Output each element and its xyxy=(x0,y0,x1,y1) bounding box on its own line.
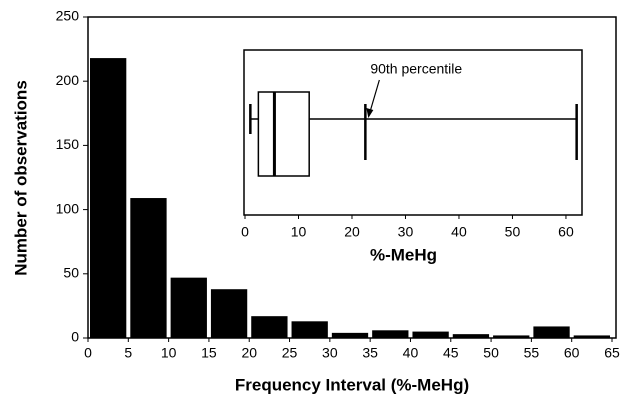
x-tick-label: 50 xyxy=(483,345,499,361)
bar xyxy=(331,332,369,338)
x-tick-label: 50 xyxy=(505,224,521,240)
bar xyxy=(210,289,248,338)
bar xyxy=(90,58,127,338)
x-tick-label: 40 xyxy=(451,224,467,240)
bar xyxy=(291,321,328,338)
arrow-head xyxy=(366,108,374,118)
x-tick-label: 30 xyxy=(398,224,414,240)
y-axis-label: Number of observations xyxy=(11,80,30,276)
x-tick-label: 20 xyxy=(344,224,360,240)
x-tick-label: 65 xyxy=(604,345,620,361)
y-tick-label: 50 xyxy=(63,265,79,281)
x-tick-label: 0 xyxy=(84,345,92,361)
x-tick-label: 40 xyxy=(403,345,419,361)
x-tick-label: 5 xyxy=(124,345,132,361)
bar xyxy=(493,335,530,338)
x-tick-label: 60 xyxy=(564,345,580,361)
x-tick-label: 15 xyxy=(201,345,217,361)
x-tick-label: 0 xyxy=(241,224,249,240)
y-tick-label: 0 xyxy=(71,329,79,345)
x-tick-label: 30 xyxy=(322,345,338,361)
x-tick-label: 35 xyxy=(362,345,378,361)
box xyxy=(257,91,310,177)
x-tick-label: 10 xyxy=(161,345,177,361)
bar xyxy=(372,330,409,338)
bar xyxy=(573,335,610,338)
x-tick-label: 60 xyxy=(558,224,574,240)
bar xyxy=(130,198,167,338)
annotation: 90th percentile xyxy=(370,61,462,77)
y-tick-label: 150 xyxy=(56,136,80,152)
x-tick-label: 10 xyxy=(291,224,307,240)
annotation-arrow xyxy=(368,79,380,115)
y-tick-label: 100 xyxy=(56,200,80,216)
x-axis-label: Frequency Interval (%-MeHg) xyxy=(235,375,469,394)
bar xyxy=(452,334,490,338)
bar xyxy=(251,316,288,338)
x-tick-label: 20 xyxy=(241,345,257,361)
y-tick-label: 250 xyxy=(56,8,80,24)
x-axis-label: %-MeHg xyxy=(370,245,437,264)
bar xyxy=(533,326,570,338)
bar xyxy=(170,277,207,338)
x-tick-label: 45 xyxy=(443,345,459,361)
y-tick-label: 200 xyxy=(56,72,80,88)
x-tick-label: 55 xyxy=(524,345,540,361)
bar xyxy=(412,331,449,338)
x-tick-label: 25 xyxy=(282,345,298,361)
